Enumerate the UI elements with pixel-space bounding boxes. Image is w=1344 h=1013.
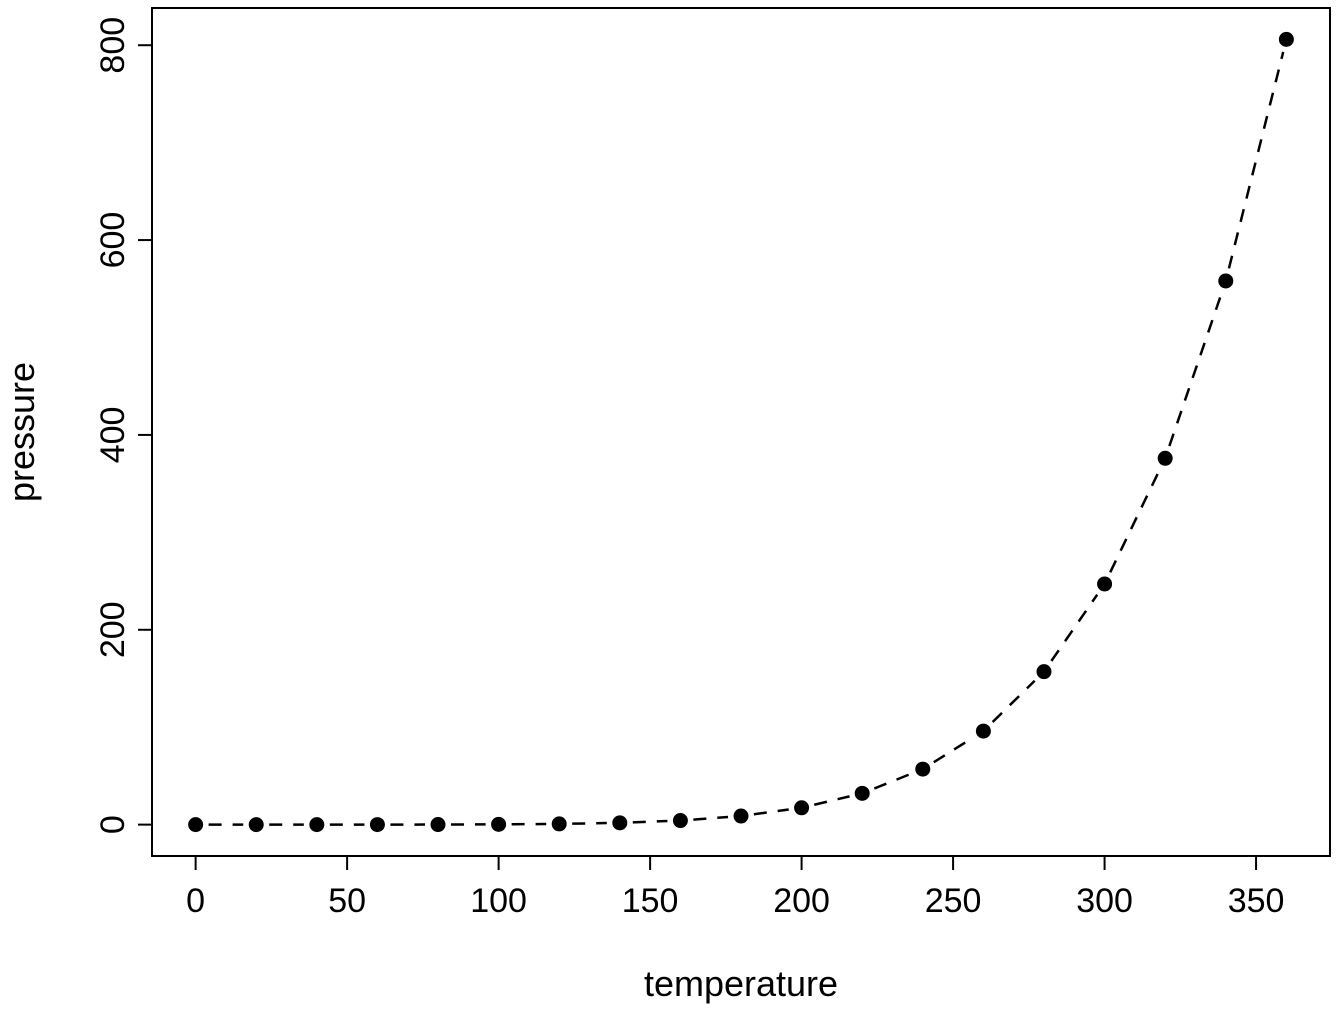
x-tick-label: 350	[1228, 882, 1285, 920]
series-segment	[1229, 52, 1283, 268]
y-tick-label: 800	[94, 17, 132, 74]
series-segment	[1110, 470, 1159, 572]
data-point	[431, 817, 446, 832]
series-segment	[874, 774, 910, 789]
y-axis-ticks: 0 200 400 600 800	[94, 17, 152, 834]
data-point	[370, 817, 385, 832]
x-tick-label: 50	[328, 882, 366, 920]
y-tick-label: 400	[94, 407, 132, 464]
data-point	[1279, 32, 1294, 47]
series-segment	[993, 681, 1035, 722]
data-point	[552, 816, 567, 831]
x-axis-label: temperature	[644, 963, 838, 1004]
series-segment	[1051, 595, 1097, 661]
data-point	[1158, 451, 1173, 466]
data-point	[1218, 273, 1233, 288]
series-segment	[1169, 293, 1221, 446]
data-point	[491, 817, 506, 832]
data-point	[855, 786, 870, 801]
y-tick-label: 200	[94, 601, 132, 658]
series-segment	[572, 823, 607, 824]
x-axis-ticks: 0 50 100 150 200 250 300 350	[186, 856, 1284, 920]
series-segment	[934, 738, 973, 762]
y-tick-label: 0	[94, 815, 132, 834]
x-tick-label: 300	[1076, 882, 1133, 920]
data-point	[309, 817, 324, 832]
data-point	[1036, 664, 1051, 679]
data-point	[1097, 576, 1112, 591]
x-tick-label: 200	[773, 882, 830, 920]
series-segment	[754, 810, 789, 815]
series-segment	[693, 817, 728, 820]
y-tick-label: 600	[94, 212, 132, 269]
data-point	[976, 724, 991, 739]
y-axis-label: pressure	[1, 362, 42, 502]
x-tick-label: 250	[925, 882, 982, 920]
series-segment	[633, 821, 668, 822]
data-point	[734, 809, 749, 824]
x-tick-label: 0	[186, 882, 205, 920]
data-series	[188, 32, 1294, 832]
data-point	[188, 817, 203, 832]
x-tick-label: 100	[470, 882, 527, 920]
plot-border	[152, 8, 1330, 856]
data-point	[673, 813, 688, 828]
x-tick-label: 150	[622, 882, 679, 920]
data-point	[794, 800, 809, 815]
data-point	[249, 817, 264, 832]
series-segment	[814, 796, 849, 804]
data-point	[612, 815, 627, 830]
data-point	[915, 762, 930, 777]
